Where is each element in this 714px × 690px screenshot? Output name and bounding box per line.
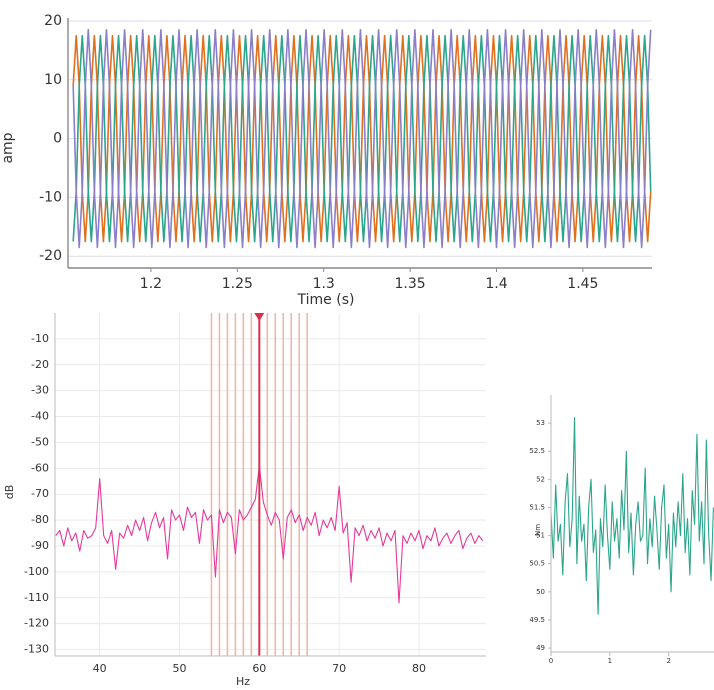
x-tick-label: 70 bbox=[332, 662, 346, 675]
y-tick-label: -50 bbox=[31, 435, 49, 448]
y-tick-label: 10 bbox=[44, 72, 62, 88]
x-tick-label: 1 bbox=[608, 657, 612, 665]
chart-panel: 49 49.5 50 50.5 51 51.5 52 52.5 53 0 1 2 Nm bbox=[529, 395, 714, 665]
chart-panel: -20 -10 0 10 20 1.2 1.25 1.3 1.35 1.4 1.45 Time (s)… bbox=[0, 13, 652, 308]
y-tick-label: -130 bbox=[24, 643, 49, 656]
marker-handle bbox=[254, 313, 265, 321]
y-tick-label: -30 bbox=[31, 384, 49, 397]
y-tick-label: 53 bbox=[536, 419, 545, 427]
x-tick-label: 1.25 bbox=[222, 276, 253, 292]
y-tick-label: -70 bbox=[31, 487, 49, 500]
y-tick-label: -120 bbox=[24, 617, 49, 630]
series-line bbox=[55, 465, 484, 604]
y-tick-label: 51 bbox=[536, 532, 545, 540]
y-tick-label: -40 bbox=[31, 410, 49, 423]
x-tick-label: 0 bbox=[549, 657, 553, 665]
y-tick-label: 20 bbox=[44, 13, 62, 29]
y-tick-label: 50.5 bbox=[529, 560, 545, 568]
y-tick-label: 0 bbox=[53, 131, 62, 147]
x-tick-label: 1.3 bbox=[313, 276, 335, 292]
x-tick-label: 50 bbox=[173, 662, 187, 675]
x-tick-label: 40 bbox=[93, 662, 107, 675]
x-axis-label: Time (s) bbox=[297, 292, 355, 308]
y-tick-label: 52 bbox=[536, 475, 545, 483]
y-tick-label: -20 bbox=[31, 358, 49, 371]
x-tick-label: 80 bbox=[412, 662, 426, 675]
x-tick-label: 60 bbox=[252, 662, 266, 675]
x-tick-label: 1.35 bbox=[395, 276, 426, 292]
series-line bbox=[72, 34, 652, 243]
x-tick-label: 2 bbox=[666, 657, 670, 665]
y-axis-label: dB bbox=[3, 485, 16, 500]
y-tick-label: -60 bbox=[31, 461, 49, 474]
y-tick-label: 52.5 bbox=[529, 447, 545, 455]
y-tick-label: -10 bbox=[31, 332, 49, 345]
x-axis-label: Hz bbox=[236, 675, 250, 688]
y-tick-label: -10 bbox=[39, 189, 62, 205]
y-tick-label: -20 bbox=[39, 248, 62, 264]
y-axis-label: Nm bbox=[534, 524, 542, 536]
series-line bbox=[72, 28, 652, 249]
y-tick-label: -110 bbox=[24, 591, 49, 604]
series-line bbox=[551, 416, 714, 615]
chart-panel: -10 -20 -30 -40 -50 -60 -70 -80 -90 -100 -110 -120 -… bbox=[3, 313, 486, 688]
y-tick-label: -80 bbox=[31, 513, 49, 526]
x-tick-label: 1.45 bbox=[567, 276, 598, 292]
y-tick-label: 49.5 bbox=[529, 616, 545, 624]
x-tick-label: 1.2 bbox=[140, 276, 162, 292]
y-tick-label: 49 bbox=[536, 644, 545, 652]
y-tick-label: 50 bbox=[536, 588, 545, 596]
x-tick-label: 1.4 bbox=[485, 276, 507, 292]
y-tick-label: 51.5 bbox=[529, 503, 545, 511]
series-line bbox=[72, 34, 652, 243]
y-tick-label: -100 bbox=[24, 565, 49, 578]
y-tick-label: -90 bbox=[31, 539, 49, 552]
y-axis-label: amp bbox=[0, 132, 16, 163]
